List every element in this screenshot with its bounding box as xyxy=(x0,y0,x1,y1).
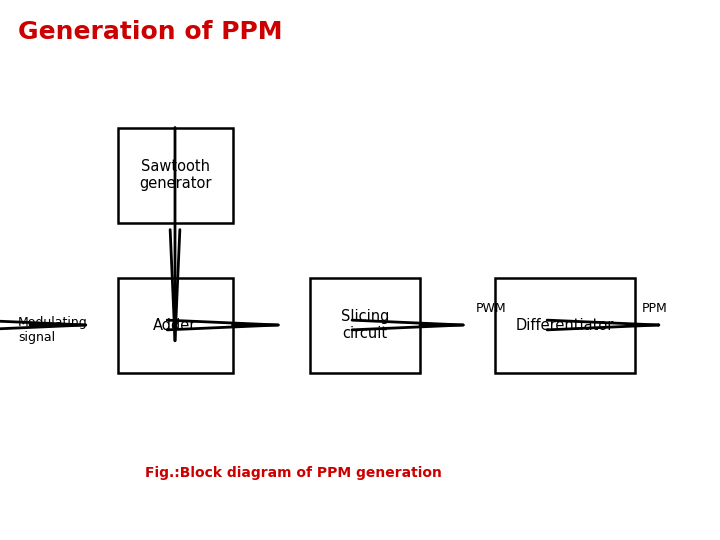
Text: PPM: PPM xyxy=(642,302,667,315)
Text: Generation of PPM: Generation of PPM xyxy=(18,20,282,44)
Bar xyxy=(495,278,635,373)
Bar xyxy=(117,278,233,373)
Text: Fig.:Block diagram of PPM generation: Fig.:Block diagram of PPM generation xyxy=(145,466,442,480)
Text: Slicing
circuit: Slicing circuit xyxy=(341,309,390,341)
Text: PWM: PWM xyxy=(476,302,507,315)
Bar xyxy=(310,278,420,373)
Text: Adder: Adder xyxy=(153,318,197,333)
Text: Modulating
signal: Modulating signal xyxy=(18,316,88,344)
Text: Sawtooth
generator: Sawtooth generator xyxy=(139,159,211,191)
Bar xyxy=(117,127,233,222)
Text: Differentiator: Differentiator xyxy=(516,318,614,333)
